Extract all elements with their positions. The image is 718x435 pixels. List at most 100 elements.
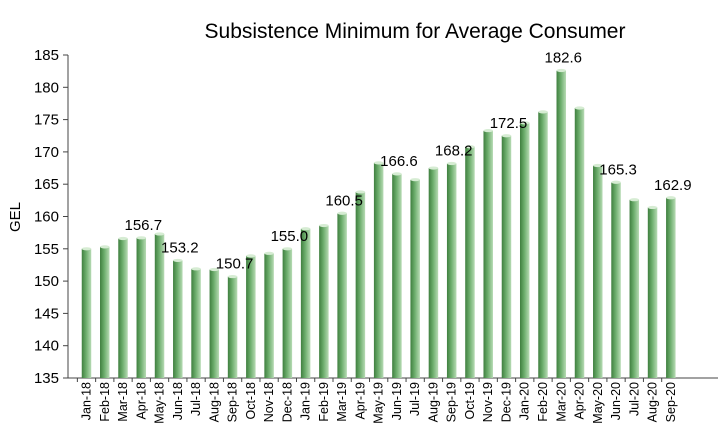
data-label: 155.0 <box>271 228 309 245</box>
bar-cap <box>428 166 439 170</box>
bar <box>81 248 92 378</box>
x-tick-label: Nov-18 <box>262 382 276 422</box>
bar <box>446 163 457 378</box>
x-tick-label: Oct-19 <box>463 382 477 420</box>
bar <box>410 179 420 378</box>
bar <box>392 173 402 378</box>
x-tick-label: Jan-18 <box>80 382 94 420</box>
bar-cap <box>337 211 347 215</box>
y-tick-label: 155 <box>34 241 59 258</box>
bar-cap <box>666 196 676 200</box>
bar-cap <box>593 163 603 168</box>
x-tick-label: Aug-18 <box>207 382 221 422</box>
bar <box>264 253 274 378</box>
bar <box>300 228 311 378</box>
bar-cap <box>246 254 256 258</box>
bar <box>465 146 475 378</box>
x-tick-label: Sep-19 <box>445 382 459 422</box>
bar <box>319 225 329 378</box>
data-label: 165.3 <box>599 161 637 178</box>
data-label: 153.2 <box>161 239 199 256</box>
bar <box>611 182 621 378</box>
x-tick-label: Feb-18 <box>98 382 112 422</box>
bar-cap <box>611 180 621 184</box>
x-tick-label: Jun-18 <box>171 382 185 420</box>
bar <box>538 111 548 379</box>
x-tick-label: May-19 <box>372 382 386 424</box>
y-axis-title: GEL <box>7 202 24 232</box>
bar <box>337 213 347 378</box>
data-label: 160.5 <box>325 192 363 209</box>
x-tick-label: Aug-20 <box>646 382 660 422</box>
bar-cap <box>483 128 493 133</box>
y-tick-label: 165 <box>34 176 59 193</box>
bar <box>246 255 256 378</box>
x-tick-label: Dec-19 <box>499 382 513 422</box>
x-tick-label: Jun-19 <box>390 382 404 420</box>
x-tick-label: Jan-20 <box>518 382 532 420</box>
bar <box>666 197 676 378</box>
data-label: 182.6 <box>544 50 582 67</box>
data-label: 168.2 <box>435 143 473 160</box>
x-tick-label: Jan-19 <box>299 382 313 420</box>
x-tick-label: Feb-19 <box>317 382 331 422</box>
x-tick-label: Oct-18 <box>244 382 258 420</box>
y-tick-label: 145 <box>34 305 59 322</box>
x-tick-label: Jul-19 <box>408 382 422 416</box>
bar <box>373 162 384 378</box>
bar-cap <box>556 68 567 73</box>
x-tick-label: Apr-20 <box>573 382 587 420</box>
x-tick-label: Sep-18 <box>226 382 240 422</box>
x-tick-label: Nov-19 <box>481 382 495 422</box>
x-tick-label: Jul-18 <box>189 382 203 416</box>
bar-cap <box>373 161 384 165</box>
bar-cap <box>574 106 585 110</box>
bar <box>209 269 220 378</box>
x-tick-label: Jul-20 <box>627 382 641 416</box>
bar-cap <box>446 161 457 166</box>
chart-title: Subsistence Minimum for Average Consumer <box>205 20 626 43</box>
bar-cap <box>191 267 201 271</box>
bar-cap <box>355 190 366 194</box>
x-tick-label: Feb-20 <box>536 382 550 422</box>
y-tick-label: 170 <box>34 144 59 161</box>
y-tick-label: 185 <box>34 47 59 64</box>
bar-cap <box>264 251 274 255</box>
x-tick-label: Jun-20 <box>609 382 623 420</box>
y-tick-label: 150 <box>34 273 59 290</box>
bar <box>100 246 110 378</box>
data-label: 162.9 <box>654 177 692 194</box>
bar <box>118 238 128 378</box>
bar-cap <box>465 145 475 149</box>
bar <box>154 233 165 378</box>
bar-cap <box>501 134 512 138</box>
bar-cap <box>319 223 329 228</box>
bar <box>173 260 183 378</box>
data-label: 172.5 <box>490 115 528 132</box>
x-tick-label: Mar-19 <box>335 382 349 422</box>
bar-cap <box>81 247 92 251</box>
bar-cap <box>519 121 530 125</box>
x-tick-label: Mar-18 <box>116 382 130 422</box>
bar-cap <box>136 236 147 240</box>
bar-cap <box>227 274 238 279</box>
y-tick-label: 135 <box>34 370 59 387</box>
x-tick-label: Dec-18 <box>280 382 294 422</box>
bar <box>355 191 366 378</box>
data-label: 156.7 <box>125 217 163 234</box>
bar <box>629 199 640 378</box>
bar-cap <box>300 227 311 231</box>
bar-cap <box>100 245 110 249</box>
y-tick-label: 140 <box>34 338 59 355</box>
bar-cap <box>173 258 183 263</box>
x-tick-label: Sep-20 <box>664 382 678 422</box>
x-tick-label: Apr-18 <box>134 382 148 420</box>
plot-area: 135 140 145 150 155 160 165 170 175 180 185 Jan-18 F… <box>34 47 718 424</box>
bar-cap <box>538 110 548 114</box>
bar-cap <box>154 232 165 236</box>
bar-cap <box>647 205 658 210</box>
bar <box>501 135 512 378</box>
bar-cap <box>392 172 402 176</box>
bar-cap <box>118 236 128 241</box>
x-tick-label: May-18 <box>153 382 167 424</box>
